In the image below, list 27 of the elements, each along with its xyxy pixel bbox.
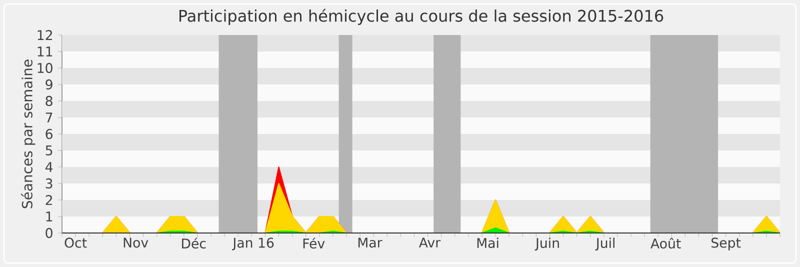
y-axis-title: Séances par semaine bbox=[21, 60, 36, 208]
y-tick-label: 2 bbox=[46, 195, 52, 205]
x-tick-label: Mai bbox=[477, 238, 498, 248]
x-tick-label: Fév bbox=[303, 238, 325, 249]
y-tick-label: 5 bbox=[46, 146, 52, 156]
y-tick-label: 8 bbox=[46, 96, 52, 106]
y-tick-label: 7 bbox=[46, 112, 52, 122]
y-tick-label: 12 bbox=[38, 30, 52, 40]
y-tick-label: 0 bbox=[46, 228, 52, 238]
y-tick-label: 6 bbox=[46, 128, 52, 140]
x-tick-label: Juin bbox=[534, 238, 559, 250]
y-tick-label: 9 bbox=[46, 79, 52, 90]
y-tick-label: 4 bbox=[45, 162, 53, 172]
y-tick-label: 10 bbox=[38, 62, 52, 74]
y-tick-label: 3 bbox=[46, 178, 52, 189]
x-tick-label: Avr bbox=[418, 238, 441, 248]
y-tick-label: 1 bbox=[46, 212, 52, 222]
y-tick-label: 11 bbox=[38, 46, 52, 56]
x-tick-label: Oct bbox=[64, 238, 87, 248]
chart-title: Participation en hémicycle au cours de la session 2015-2016 bbox=[179, 8, 664, 25]
x-tick-label: Sept bbox=[712, 238, 741, 250]
x-tick-label: Déc bbox=[182, 238, 206, 249]
x-tick-label: Nov bbox=[124, 238, 148, 248]
x-tick-label: Jan 16 bbox=[232, 238, 274, 250]
x-tick-label: Mar bbox=[358, 238, 382, 248]
x-tick-label: Août bbox=[650, 238, 681, 249]
x-tick-label: Juil bbox=[595, 238, 614, 250]
